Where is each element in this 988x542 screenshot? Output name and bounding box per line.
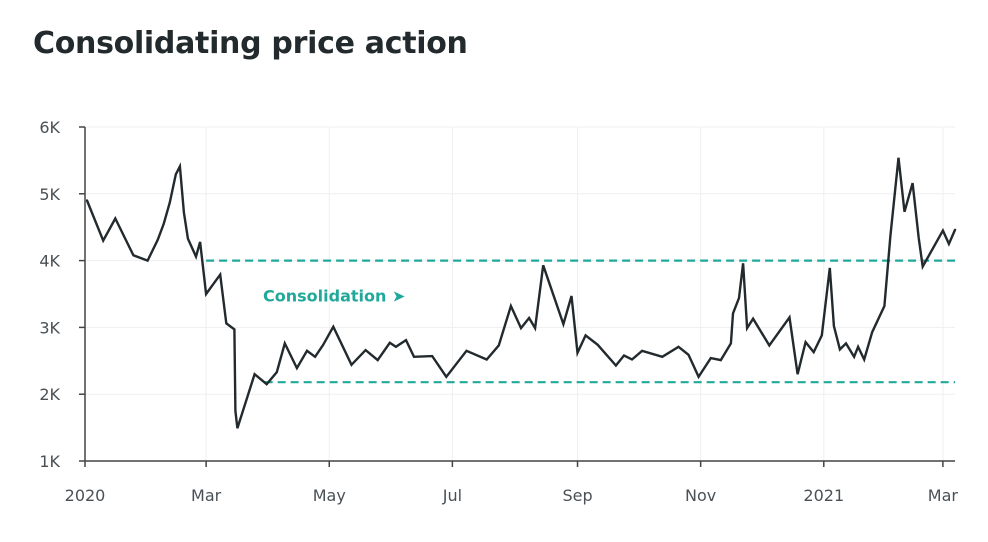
- x-tick-label: Sep: [562, 486, 592, 505]
- x-tick-label: May: [313, 486, 346, 505]
- y-tick-label: 3K: [39, 318, 60, 337]
- annotations: Consolidation ➤: [263, 286, 405, 305]
- x-tick-label: Jul: [442, 486, 462, 505]
- reference-lines: [206, 259, 955, 384]
- chart-title: Consolidating price action: [33, 26, 468, 61]
- y-tick-label: 6K: [39, 118, 60, 137]
- tick-labels: 1K 2K 3K 4K 5K 6K 2020 Mar May Jul Sep Nov 2021 Mar: [39, 118, 958, 505]
- axes: [79, 126, 955, 467]
- price-line: [85, 157, 957, 429]
- x-tick-label: Mar: [191, 486, 222, 505]
- series-group: [85, 157, 957, 429]
- consolidation-label: Consolidation ➤: [263, 286, 405, 305]
- x-tick-label: Nov: [685, 486, 716, 505]
- x-tick-label: 2021: [803, 486, 844, 505]
- gridlines: [85, 126, 955, 461]
- x-tick-label: 2020: [65, 486, 106, 505]
- y-tick-label: 5K: [39, 185, 60, 204]
- y-tick-label: 2K: [39, 385, 60, 404]
- x-tick-label: Mar: [928, 486, 959, 505]
- y-tick-label: 1K: [39, 452, 60, 471]
- y-tick-label: 4K: [39, 252, 60, 271]
